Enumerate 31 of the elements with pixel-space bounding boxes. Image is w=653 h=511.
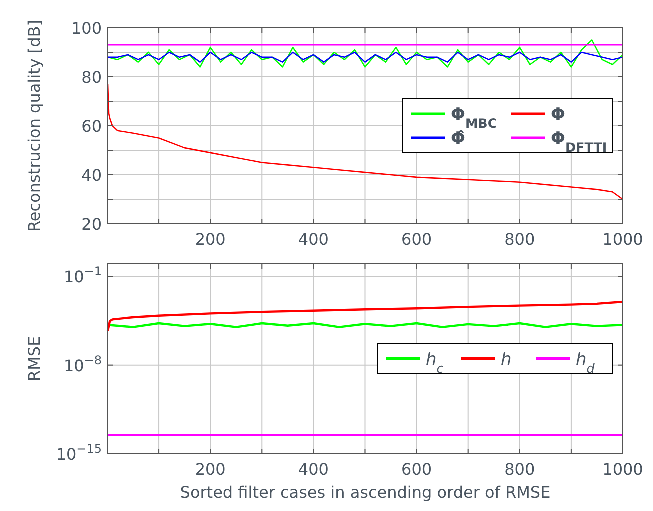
line-series — [106, 300, 624, 332]
line-series — [107, 52, 624, 63]
y-tick-label: 100 — [71, 19, 102, 38]
y-tick-label: 10$^{−15}$ — [56, 442, 102, 464]
x-tick-label: 400 — [298, 460, 329, 479]
legend-label: Φ — [551, 105, 566, 125]
x-tick-label: 600 — [402, 230, 432, 249]
y-tick-label: 80 — [82, 68, 102, 87]
y-tick-label: 40 — [82, 166, 102, 185]
x-tick-label: 800 — [504, 230, 536, 249]
x-axis-title: Sorted filter cases in ascending order of RMSE — [180, 483, 551, 502]
y-tick-label: 20 — [82, 215, 102, 234]
x-tick-label: 200 — [195, 230, 226, 249]
x-tick-label: 200 — [195, 460, 226, 479]
legend-label: Φ$_{DFTTI}$ — [551, 129, 608, 156]
legend-label: h — [501, 350, 512, 370]
x-tick-label: 800 — [504, 460, 536, 479]
y-axis-title: RMSE — [25, 336, 44, 382]
y-tick-label: 10$^{−8}$ — [64, 353, 102, 376]
y-tick-label: 60 — [82, 117, 102, 136]
x-tick-label: 1000 — [602, 460, 644, 479]
y-tick-label: 10$^{−1}$ — [64, 264, 102, 287]
legend-label: h$_{c}$ — [426, 350, 444, 376]
line-series — [107, 40, 624, 68]
x-tick-label: 1000 — [602, 230, 644, 249]
legend-label: h$_{d}$ — [576, 350, 596, 376]
legend-label: Φ̂ — [451, 129, 466, 149]
legend-label: Φ$_{MBC}$ — [451, 105, 498, 132]
x-tick-label: 400 — [298, 230, 329, 249]
y-axis-title: Reconstrucion quality [dB] — [25, 20, 44, 232]
x-tick-label: 600 — [402, 460, 432, 479]
